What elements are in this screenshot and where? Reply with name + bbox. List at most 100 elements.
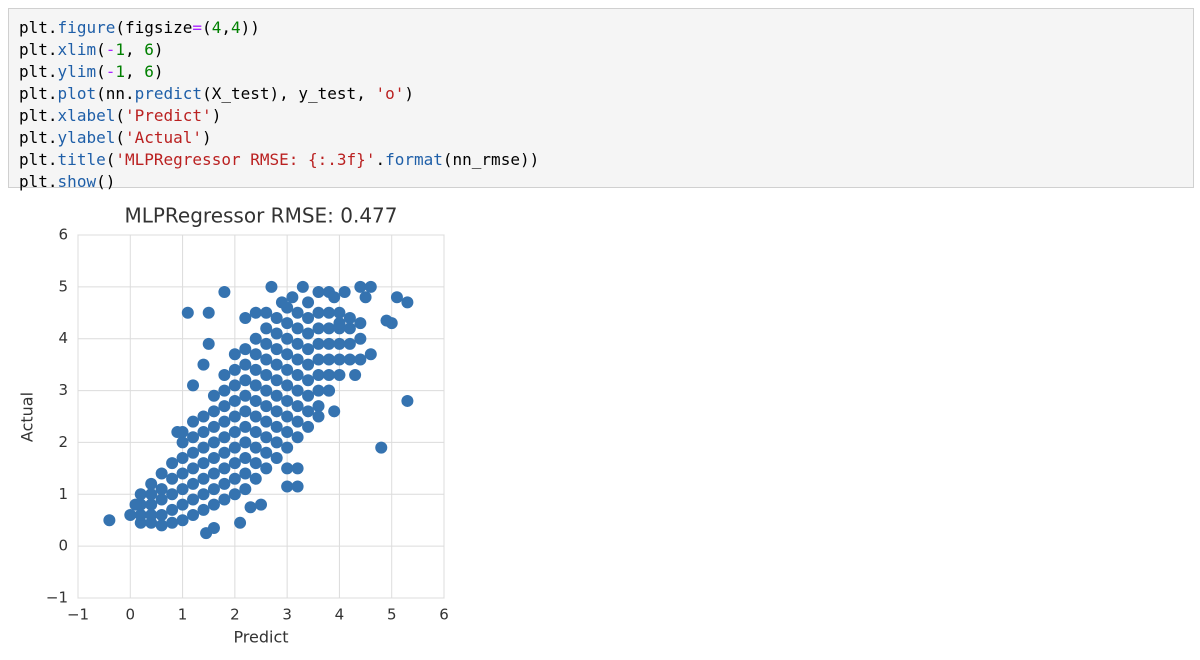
point xyxy=(260,337,273,350)
point xyxy=(270,436,283,449)
point xyxy=(333,337,346,350)
point xyxy=(364,280,377,293)
point xyxy=(202,337,215,350)
code-line: plt.ylabel('Actual') xyxy=(19,128,212,147)
point xyxy=(239,311,252,324)
chart: MLPRegressor RMSE: 0.477 Predict Actual … xyxy=(18,204,449,647)
point xyxy=(302,296,315,309)
point xyxy=(166,488,179,501)
point xyxy=(197,472,210,485)
y-tick-label: 3 xyxy=(58,381,68,399)
x-tick-label: 6 xyxy=(439,606,449,624)
point xyxy=(286,291,299,304)
point xyxy=(328,405,341,418)
point xyxy=(260,306,273,319)
point xyxy=(364,348,377,361)
y-tick-label: 5 xyxy=(58,277,68,295)
x-tick-label: 0 xyxy=(126,606,136,624)
point xyxy=(145,509,158,522)
point xyxy=(270,451,283,464)
point xyxy=(218,493,231,506)
point xyxy=(255,498,267,511)
point xyxy=(302,311,315,324)
point xyxy=(176,426,189,439)
point xyxy=(181,306,194,319)
point xyxy=(176,467,189,480)
point xyxy=(207,420,220,433)
point xyxy=(302,405,315,418)
point xyxy=(354,317,367,330)
point xyxy=(218,384,231,397)
y-tick-label: 6 xyxy=(58,226,68,244)
point xyxy=(176,498,189,511)
point xyxy=(312,384,325,397)
point xyxy=(239,389,252,402)
point xyxy=(124,509,137,522)
point xyxy=(270,405,283,418)
point xyxy=(281,480,294,493)
point xyxy=(197,488,210,501)
point xyxy=(291,306,304,319)
point xyxy=(166,516,179,529)
point xyxy=(302,420,315,433)
point xyxy=(207,405,220,418)
point xyxy=(265,280,278,293)
point xyxy=(228,379,241,392)
point xyxy=(187,493,200,506)
code-cell[interactable]: plt.figure(figsize=(4,4)) plt.xlim(-1, 6)… xyxy=(8,8,1194,191)
point xyxy=(260,462,273,475)
code-line: plt.title('MLPRegressor RMSE: {:.3f}'.fo… xyxy=(19,150,540,169)
point xyxy=(270,420,283,433)
point xyxy=(281,332,294,345)
x-tick-label: 2 xyxy=(230,606,240,624)
chart-title: MLPRegressor RMSE: 0.477 xyxy=(124,204,397,228)
point xyxy=(134,509,147,522)
point xyxy=(322,337,335,350)
y-tick-label: 0 xyxy=(58,537,68,555)
x-axis-label: Predict xyxy=(233,628,288,647)
point xyxy=(187,379,200,392)
point xyxy=(155,467,168,480)
point xyxy=(218,462,231,475)
y-axis-label: Actual xyxy=(18,392,37,442)
point xyxy=(333,306,346,319)
point xyxy=(249,394,262,407)
point xyxy=(145,477,158,490)
point xyxy=(291,384,304,397)
point xyxy=(291,337,304,350)
point xyxy=(228,457,241,470)
point xyxy=(197,441,210,454)
x-tick-label: 4 xyxy=(335,606,345,624)
point xyxy=(260,353,273,366)
point xyxy=(218,446,231,459)
point xyxy=(155,519,168,532)
point xyxy=(228,394,241,407)
point xyxy=(343,337,356,350)
point xyxy=(249,379,262,392)
y-tick-label: 4 xyxy=(58,329,68,347)
point xyxy=(302,389,315,402)
point xyxy=(145,488,158,501)
point xyxy=(239,420,252,433)
point xyxy=(239,467,252,480)
point xyxy=(202,306,215,319)
point xyxy=(312,400,325,413)
point xyxy=(228,363,241,376)
point xyxy=(218,431,231,444)
point xyxy=(197,410,210,423)
point xyxy=(281,379,294,392)
point xyxy=(129,498,142,511)
point xyxy=(239,436,252,449)
point xyxy=(218,400,231,413)
point xyxy=(338,286,351,299)
x-tick-label: 5 xyxy=(387,606,397,624)
point xyxy=(375,441,388,454)
point xyxy=(281,426,294,439)
point xyxy=(218,369,231,382)
point xyxy=(207,436,220,449)
code-line: plt.xlabel('Predict') xyxy=(19,106,222,125)
point xyxy=(312,286,325,299)
point xyxy=(187,462,200,475)
point xyxy=(343,311,356,324)
